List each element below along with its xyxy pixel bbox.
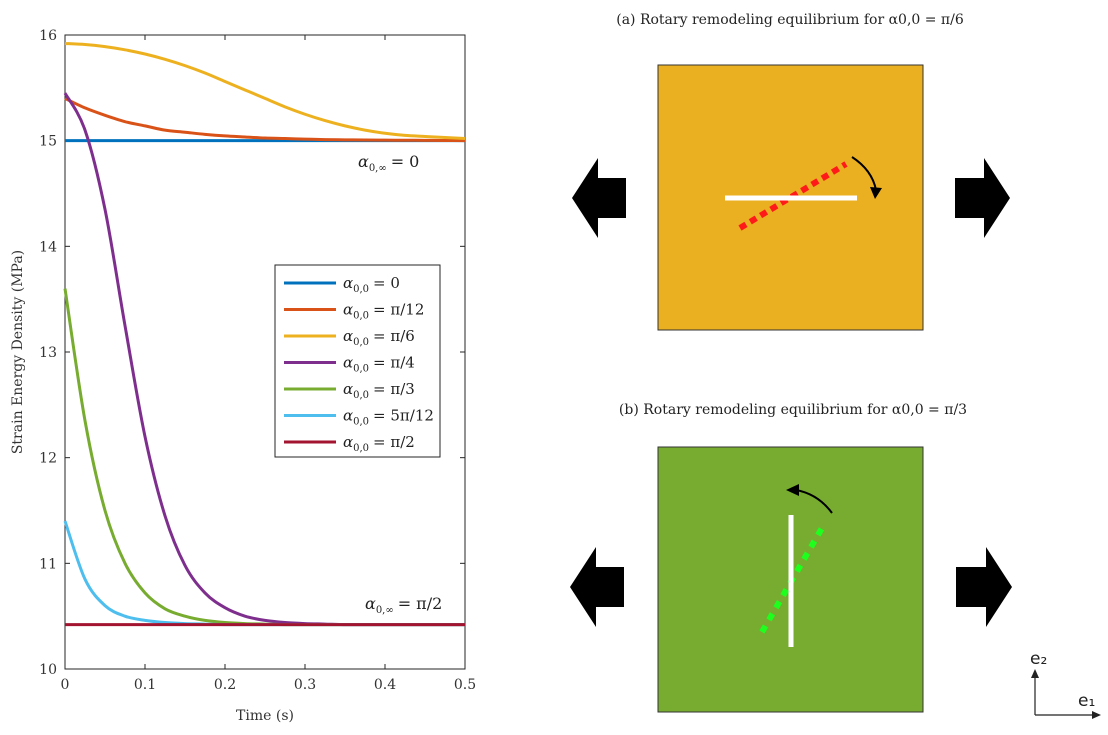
legend-entry-2: α0,0 = π/12 <box>343 301 424 322</box>
y-tick-label: 14 <box>39 239 57 255</box>
basis-e2-label: e₂ <box>1030 649 1047 669</box>
y-tick-label: 13 <box>39 345 57 361</box>
panel-a-left-load-arrow <box>572 158 626 238</box>
panel-b-title: (b) Rotary remodeling equilibrium for α0… <box>619 402 967 418</box>
panel-a-initial-fiber <box>738 161 848 231</box>
series-lines <box>63 41 466 627</box>
x-tick-label: 0.3 <box>294 677 316 693</box>
y-tick-label: 11 <box>39 556 57 572</box>
legend-entry-5-symbol: α <box>343 380 353 398</box>
y-tick-label: 16 <box>39 28 57 44</box>
y-tick-label: 10 <box>39 662 57 678</box>
y-tick-label: 12 <box>39 451 57 467</box>
legend-entry-6-symbol: α <box>343 407 353 425</box>
basis-e1-label: e₁ <box>1078 691 1095 711</box>
legend-entry-1-symbol: α <box>343 274 353 292</box>
legend-entry-3-subscript: 0,0 <box>353 337 369 348</box>
legend-entry-2-value: = π/12 <box>373 301 424 319</box>
legend-entry-2-subscript: 0,0 <box>353 311 369 322</box>
x-tick-label: 0.5 <box>454 677 476 693</box>
legend-entry-4: α0,0 = π/4 <box>343 354 415 375</box>
y-axis-ticks: 10 11 12 13 14 15 16 <box>39 28 465 678</box>
legend-entry-3: α0,0 = π/6 <box>343 327 415 348</box>
legend-entry-6-value: = 5π/12 <box>373 407 434 425</box>
legend-entry-7: α0,0 = π/2 <box>343 433 415 454</box>
panel-a-clockwise-rotation-arrow <box>851 156 877 191</box>
legend-entry-1-value: = 0 <box>373 274 400 292</box>
legend-entry-5-value: = π/3 <box>373 380 415 398</box>
legend-entry-5-subscript: 0,0 <box>353 390 369 401</box>
panel-b-square <box>657 446 924 713</box>
x-tick-label: 0.2 <box>214 677 236 693</box>
annotation-equilibrium-half-pi: α0,∞ = π/2 <box>365 594 442 616</box>
panel-b-initial-fiber <box>759 526 825 634</box>
legend-entry-3-symbol: α <box>343 327 353 345</box>
basis-e1-arrowhead <box>1092 711 1101 719</box>
annotation-equilibrium-zero-symbol: α <box>358 152 369 171</box>
x-tick-label: 0 <box>61 677 70 693</box>
legend-entry-4-subscript: 0,0 <box>353 364 369 375</box>
annotation-equilibrium-half-pi-subscript: 0,∞ <box>376 605 394 616</box>
panel-a-square <box>657 64 924 331</box>
legend-entry-7-subscript: 0,0 <box>353 443 369 454</box>
y-axis-label: Strain Energy Density (MPa) <box>10 250 26 454</box>
basis-e2-arrowhead <box>1031 669 1039 678</box>
equilibrium-annotations: α0,∞ = 0α0,∞ = π/2 <box>358 152 442 616</box>
legend-entry-1: α0,0 = 0 <box>343 274 400 295</box>
panel-b-right-load-arrow <box>956 547 1012 627</box>
panel-b-counterclockwise-rotation-arrow <box>795 489 833 514</box>
series-line-2 <box>64 97 466 143</box>
series-line-3 <box>64 41 466 141</box>
legend-entry-5: α0,0 = π/3 <box>343 380 415 401</box>
panel-a-arrowhead <box>870 187 882 199</box>
panel-b-left-load-arrow <box>570 547 624 627</box>
x-tick-label: 0.1 <box>134 677 156 693</box>
legend-entry-1-subscript: 0,0 <box>353 284 369 295</box>
legend-entry-7-value: = π/2 <box>373 433 415 451</box>
annotation-equilibrium-half-pi-symbol: α <box>365 594 376 613</box>
x-tick-label: 0.4 <box>374 677 396 693</box>
legend-entry-6: α0,0 = 5π/12 <box>343 407 434 428</box>
legend-entry-6-subscript: 0,0 <box>353 417 369 428</box>
x-axis-label: Time (s) <box>236 708 294 724</box>
legend-entry-3-value: = π/6 <box>373 327 415 345</box>
annotation-equilibrium-zero: α0,∞ = 0 <box>358 152 419 174</box>
legend-entry-7-symbol: α <box>343 433 353 451</box>
legend-entry-2-symbol: α <box>343 301 353 319</box>
strain-energy-chart: 10 11 12 13 14 15 16 0 0.1 0.2 0.3 0.4 0.5 Time (s)… <box>10 28 476 724</box>
legend-entry-4-value: = π/4 <box>373 354 415 372</box>
x-axis-ticks: 0 0.1 0.2 0.3 0.4 0.5 <box>61 35 476 693</box>
legend-entry-4-symbol: α <box>343 354 353 372</box>
panel-a-right-load-arrow <box>955 158 1010 238</box>
y-tick-label: 15 <box>39 134 57 150</box>
panel-a-title: (a) Rotary remodeling equilibrium for α0… <box>616 12 964 28</box>
annotation-equilibrium-zero-subscript: 0,∞ <box>369 163 387 174</box>
panel-b-arrowhead <box>786 484 799 496</box>
annotation-equilibrium-zero-value: = 0 <box>391 152 420 171</box>
annotation-equilibrium-half-pi-value: = π/2 <box>398 594 443 613</box>
